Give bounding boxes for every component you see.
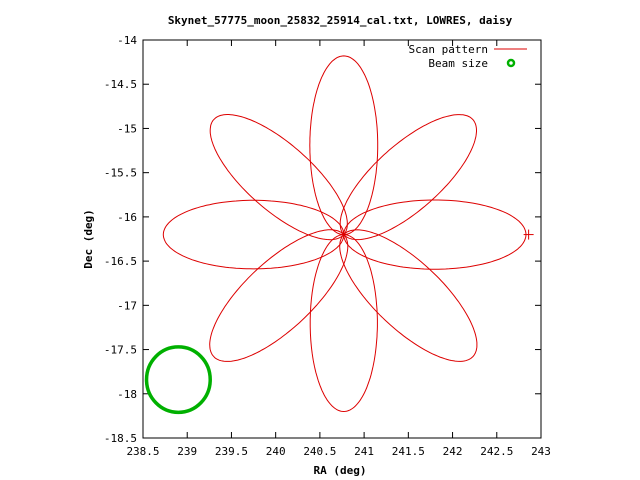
beam-size-circle — [144, 345, 212, 415]
y-tick-label: -17.5 — [104, 344, 137, 357]
y-tick-label: -14 — [117, 34, 137, 47]
legend-label-beam: Beam size — [428, 57, 488, 70]
scan-petal — [209, 114, 348, 241]
x-tick-label: 239.5 — [215, 445, 248, 458]
x-axis: 238.5 239 239.5 240 240.5 241 241.5 242 242.5 243 — [126, 40, 551, 458]
y-tick-label: -16.5 — [104, 255, 137, 268]
x-tick-label: 243 — [531, 445, 551, 458]
scan-petal — [209, 229, 349, 362]
y-axis-label: Dec (deg) — [82, 209, 95, 269]
chart-title: Skynet_57775_moon_25832_25914_cal.txt, L… — [168, 14, 513, 27]
scan-petal — [339, 114, 477, 241]
x-tick-label: 241.5 — [392, 445, 425, 458]
legend: Scan pattern Beam size — [409, 43, 527, 70]
y-tick-label: -14.5 — [104, 78, 137, 91]
x-tick-label: 241 — [354, 445, 374, 458]
plot-frame — [142, 39, 542, 439]
x-tick-label: 242 — [443, 445, 463, 458]
plot-area — [144, 55, 534, 415]
x-tick-label: 242.5 — [480, 445, 513, 458]
scan-petal — [162, 199, 345, 270]
scan-petal — [309, 234, 378, 413]
legend-label-scan: Scan pattern — [409, 43, 488, 56]
x-tick-label: 240.5 — [303, 445, 336, 458]
y-tick-label: -18 — [117, 388, 137, 401]
y-tick-label: -18.5 — [104, 432, 137, 445]
legend-swatch-beam — [506, 58, 516, 68]
scan-petal — [309, 55, 379, 236]
y-axis: -18.5 -18 -17.5 -17 -16.5 -16 -15.5 -15 -14.5 -14 — [104, 34, 541, 445]
x-axis-label: RA (deg) — [314, 464, 367, 477]
y-tick-label: -15 — [117, 122, 137, 135]
scan-petal — [343, 199, 527, 270]
x-tick-label: 238.5 — [126, 445, 159, 458]
scan-petal — [339, 229, 478, 362]
y-tick-label: -15.5 — [104, 167, 137, 180]
y-tick-label: -16 — [117, 211, 137, 224]
y-tick-label: -17 — [117, 299, 137, 312]
x-tick-label: 239 — [177, 445, 197, 458]
x-tick-label: 240 — [266, 445, 286, 458]
